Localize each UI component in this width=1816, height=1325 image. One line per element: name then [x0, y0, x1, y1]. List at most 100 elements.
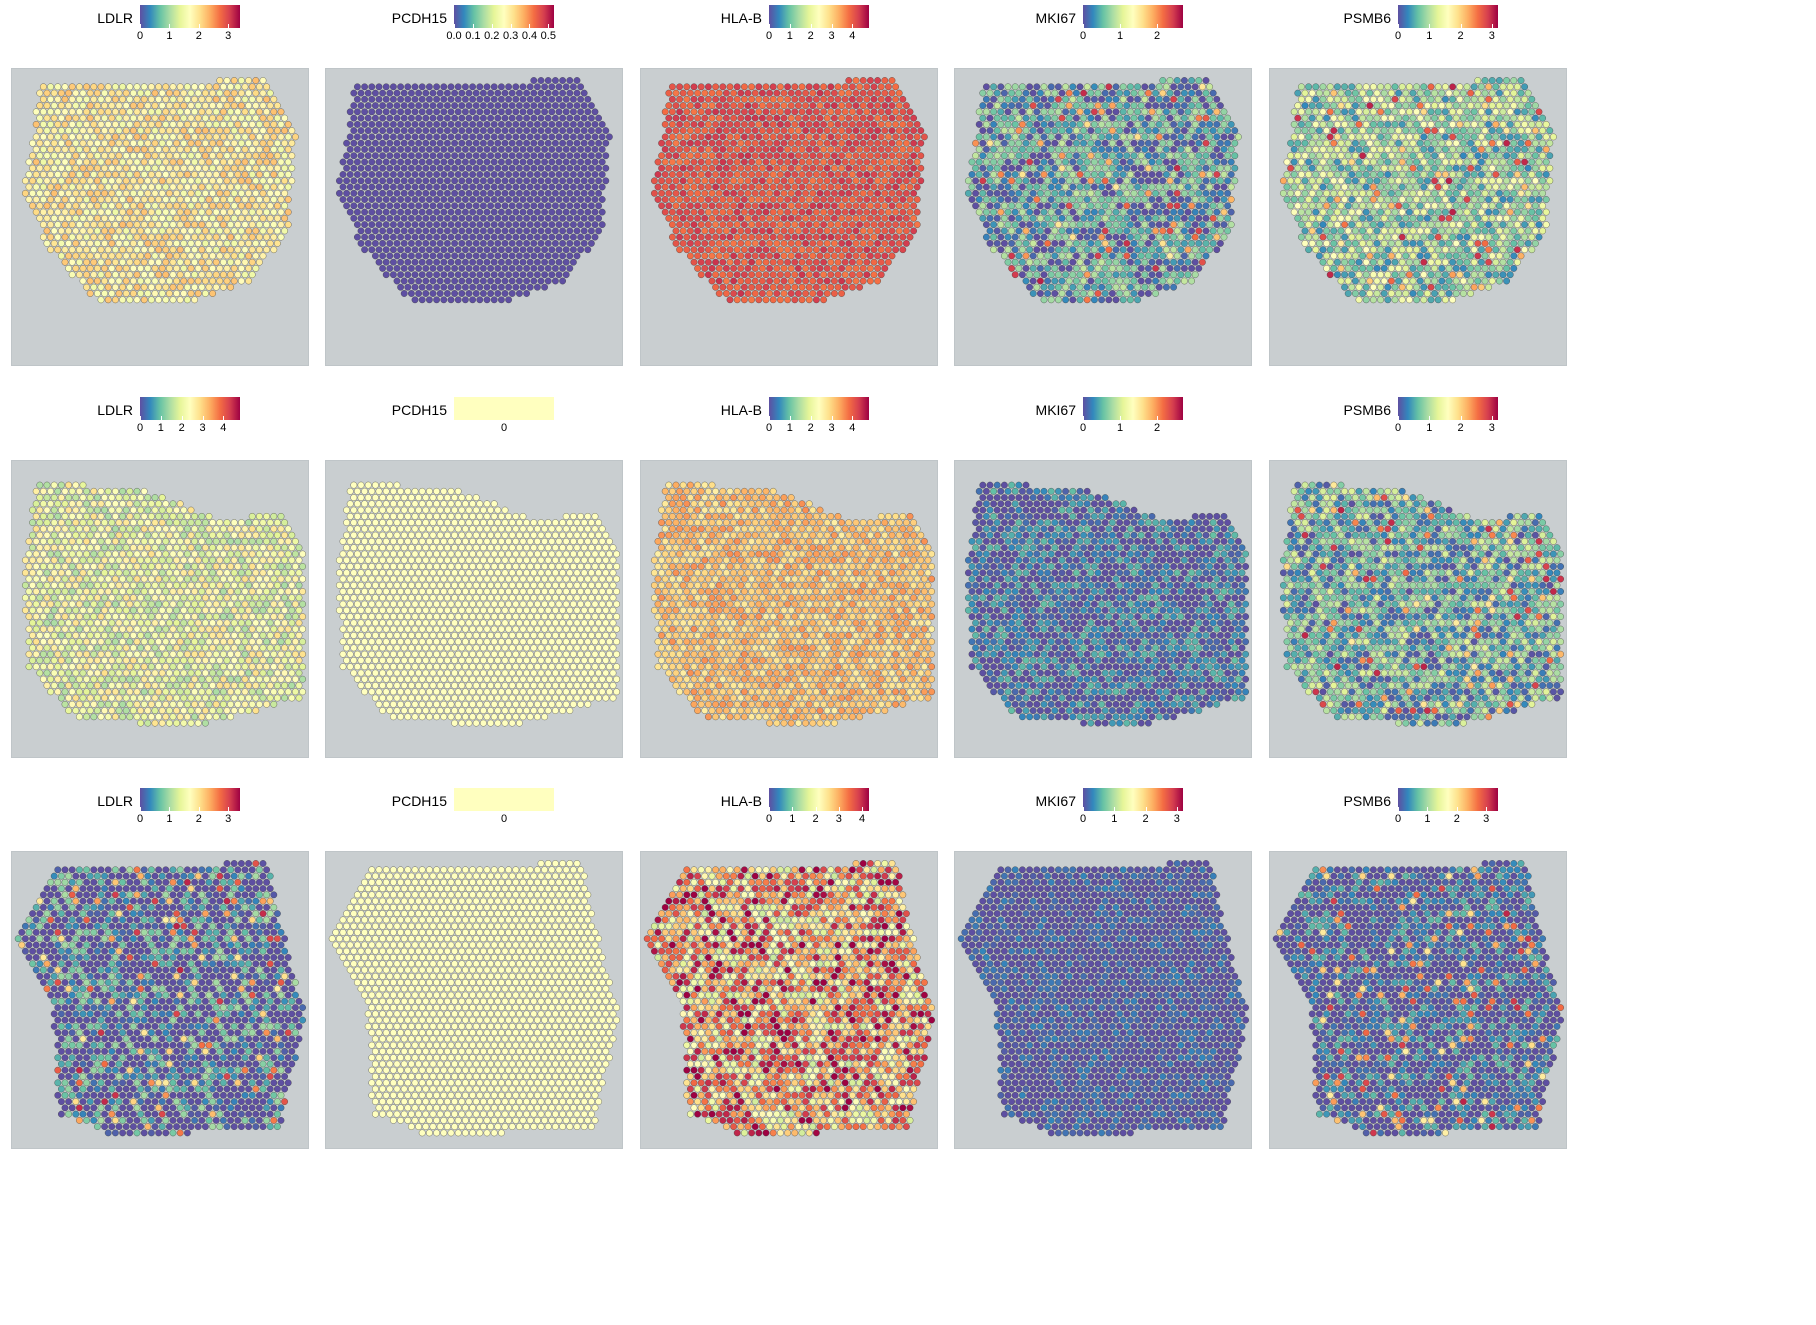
expression-spot — [899, 95, 907, 103]
expression-spot — [1474, 127, 1482, 134]
expression-spot — [122, 265, 130, 272]
expression-spot — [888, 164, 896, 172]
expression-spot — [137, 214, 144, 222]
expression-spot — [1148, 271, 1156, 279]
expression-spot — [694, 252, 701, 260]
expression-spot — [245, 277, 252, 285]
expression-spot — [1137, 177, 1145, 185]
expression-spot — [1065, 290, 1073, 297]
expression-spot — [1409, 89, 1417, 97]
expression-spot — [541, 271, 548, 279]
expression-spot — [661, 108, 669, 116]
expression-spot — [1119, 133, 1127, 141]
expression-spot — [687, 202, 694, 210]
expression-spot — [1029, 277, 1037, 285]
expression-spot — [737, 290, 745, 297]
expression-spot — [1355, 83, 1363, 91]
expression-spot — [61, 108, 69, 116]
expression-spot — [1388, 102, 1395, 109]
expression-spot — [559, 114, 566, 122]
expression-spot — [1001, 227, 1008, 235]
expression-spot — [284, 158, 292, 166]
expression-spot — [454, 158, 462, 166]
expression-spot — [813, 196, 820, 203]
expression-spot — [541, 121, 548, 128]
expression-spot — [1413, 121, 1420, 128]
expression-spot — [570, 146, 577, 153]
expression-spot — [270, 171, 278, 178]
expression-spot — [1058, 202, 1066, 210]
expression-spot — [480, 252, 487, 260]
expression-spot — [845, 277, 853, 285]
expression-spot — [1112, 83, 1120, 91]
expression-spot — [281, 202, 288, 210]
expression-spot — [1148, 246, 1156, 254]
expression-spot — [469, 208, 476, 216]
expression-spot — [480, 277, 487, 285]
expression-spot — [859, 89, 867, 97]
expression-spot — [798, 183, 806, 191]
expression-spot — [1344, 114, 1352, 122]
expression-spot — [490, 271, 498, 279]
expression-spot — [458, 177, 466, 185]
expression-spot — [697, 158, 705, 166]
expression-spot — [436, 277, 444, 285]
expression-spot — [584, 146, 592, 153]
expression-spot — [433, 296, 440, 304]
expression-spot — [676, 208, 683, 216]
expression-spot — [733, 133, 741, 141]
expression-spot — [1445, 102, 1453, 109]
expression-spot — [1188, 189, 1195, 197]
expression-spot — [708, 164, 716, 172]
expression-spot — [701, 240, 709, 247]
expression-spot — [777, 158, 784, 166]
expression-spot — [1019, 221, 1026, 228]
expression-spot — [238, 227, 245, 235]
expression-spot — [119, 158, 126, 166]
expression-spot — [1195, 189, 1203, 197]
expression-spot — [1209, 227, 1217, 235]
expression-spot — [784, 208, 791, 216]
expression-spot — [805, 121, 813, 128]
expression-spot — [1141, 233, 1149, 241]
expression-spot — [205, 233, 213, 241]
expression-spot — [194, 277, 202, 285]
expression-spot — [1398, 95, 1406, 103]
expression-spot — [162, 146, 170, 153]
expression-spot — [694, 265, 701, 272]
expression-spot — [654, 196, 662, 203]
expression-spot — [357, 102, 365, 109]
expression-spot — [769, 183, 777, 191]
expression-spot — [1485, 83, 1492, 91]
expression-spot — [97, 121, 105, 128]
expression-spot — [390, 271, 397, 279]
expression-spot — [1188, 77, 1195, 84]
expression-spot — [1159, 152, 1167, 160]
expression-spot — [1134, 283, 1141, 291]
expression-spot — [705, 158, 712, 166]
expression-spot — [1334, 108, 1341, 116]
expression-spot — [777, 171, 784, 178]
expression-spot — [382, 208, 390, 216]
expression-spot — [234, 95, 242, 103]
expression-spot — [187, 189, 195, 197]
expression-spot — [1123, 290, 1131, 297]
expression-spot — [730, 102, 737, 109]
expression-spot — [256, 196, 263, 203]
expression-spot — [490, 296, 498, 304]
expression-spot — [1091, 296, 1098, 304]
expression-spot — [661, 196, 669, 203]
expression-spot — [501, 290, 509, 297]
expression-spot — [1062, 283, 1069, 291]
expression-spot — [1116, 252, 1123, 260]
expression-spot — [1001, 127, 1008, 134]
expression-spot — [802, 164, 809, 172]
expression-spot — [361, 233, 368, 241]
expression-spot — [508, 227, 516, 235]
expression-spot — [61, 171, 69, 178]
expression-spot — [1173, 177, 1181, 185]
expression-spot — [577, 208, 584, 216]
expression-spot — [483, 108, 491, 116]
expression-spot — [354, 196, 361, 203]
expression-spot — [169, 121, 177, 128]
